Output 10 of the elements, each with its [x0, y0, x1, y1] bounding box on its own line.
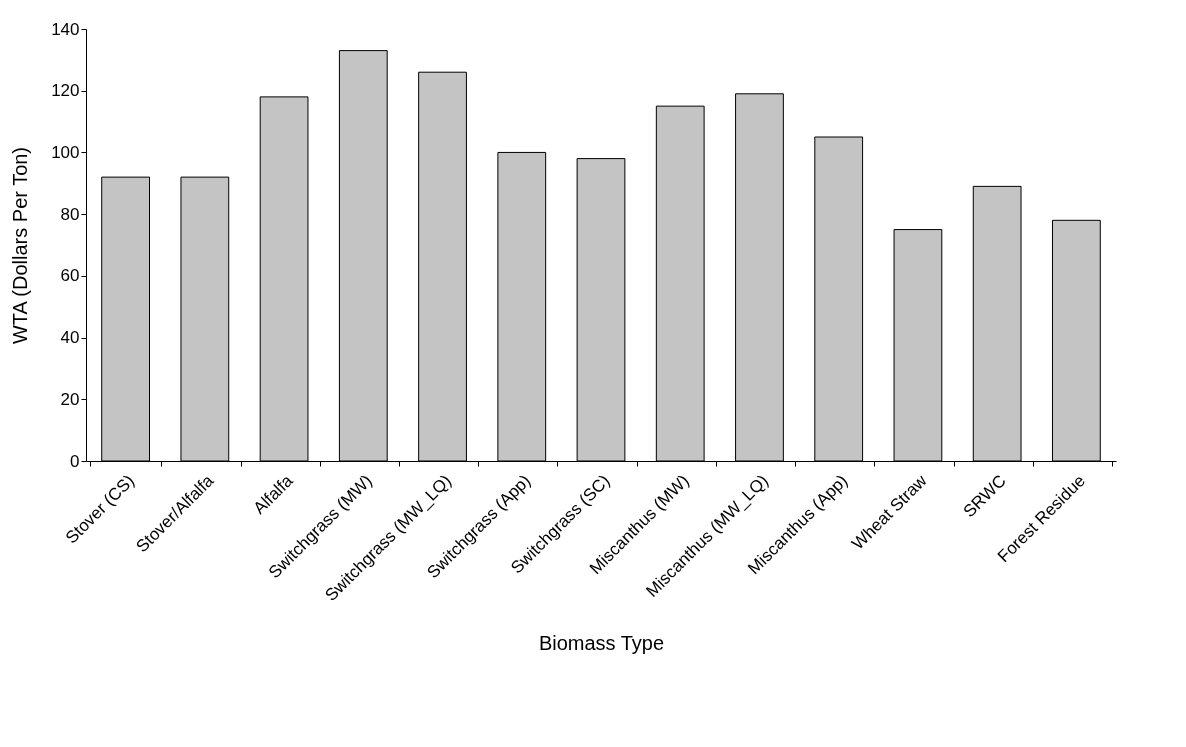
- y-tick-label: 0: [70, 451, 80, 471]
- y-tick-label: 100: [51, 142, 80, 162]
- y-tick-label: 80: [60, 204, 80, 224]
- y-tick-label: 140: [51, 19, 80, 39]
- y-tick-label: 20: [60, 389, 80, 409]
- y-tick-label: 60: [60, 266, 80, 286]
- y-tick-label: 40: [60, 328, 80, 348]
- x-axis-title: Biomass Type: [538, 632, 665, 655]
- y-tick-label: 120: [51, 81, 80, 101]
- y-axis-title: WTA (Dollars Per Ton): [9, 146, 32, 345]
